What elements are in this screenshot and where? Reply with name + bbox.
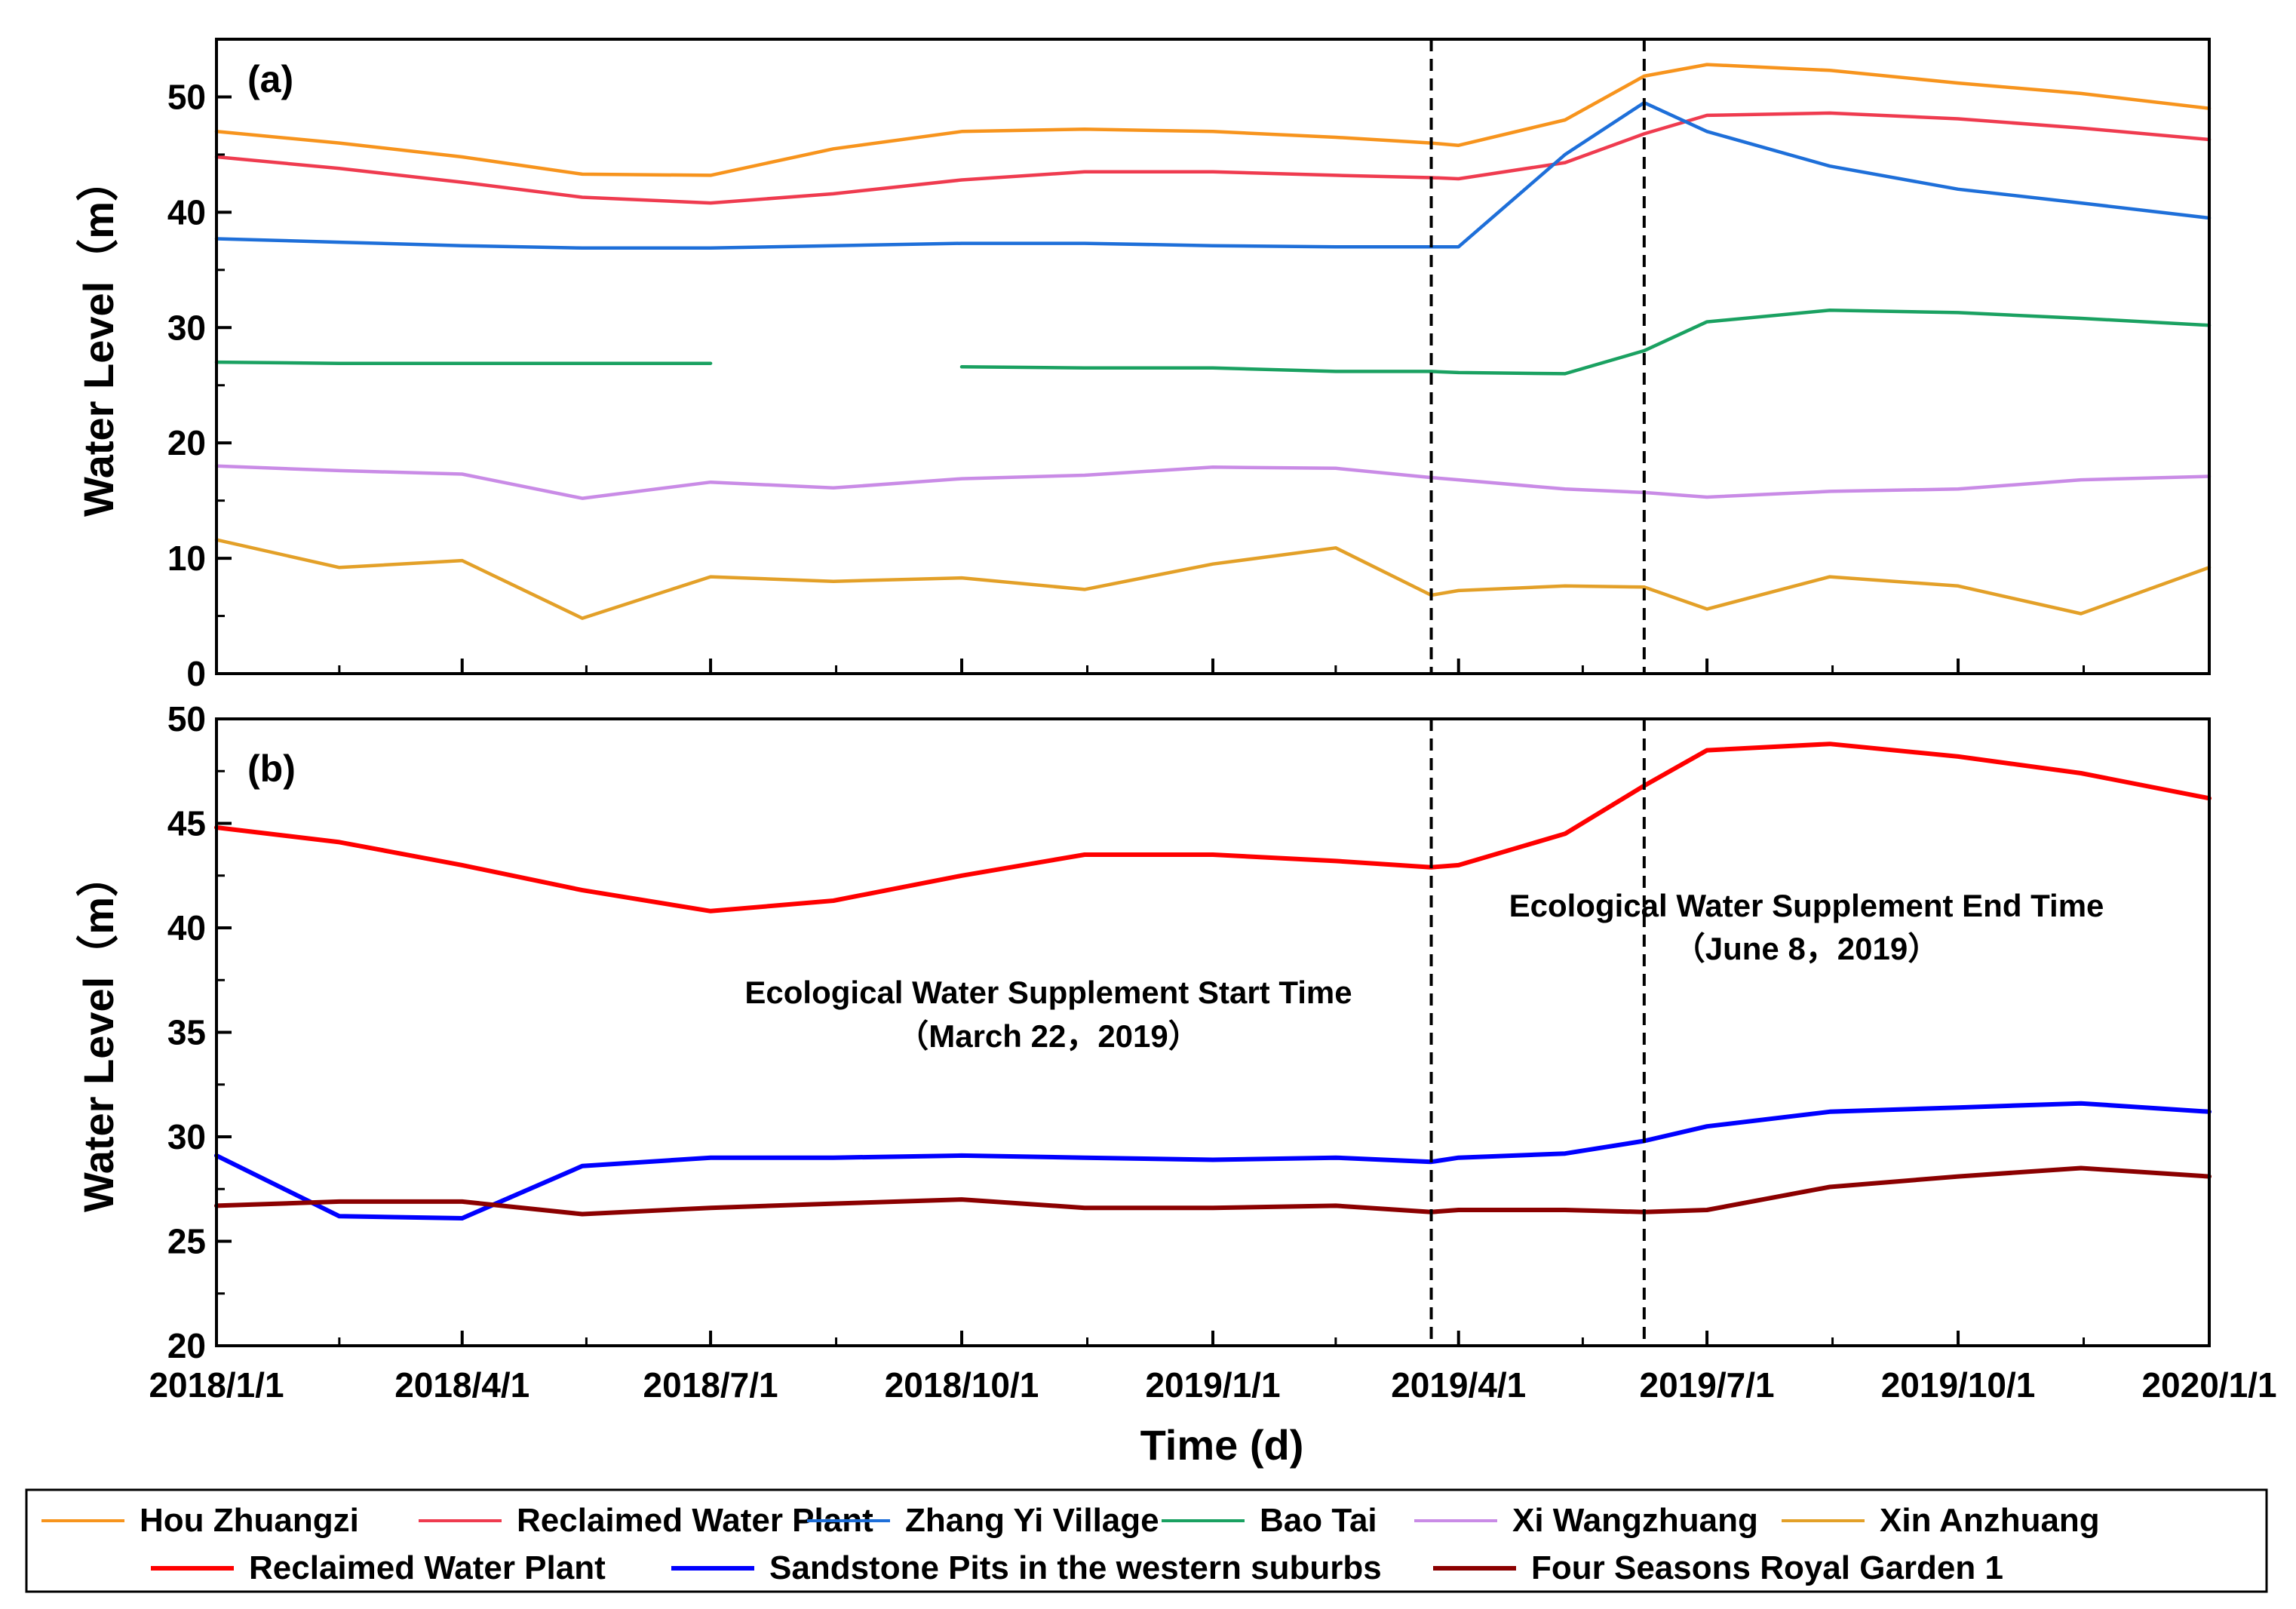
legend-label: Xi Wangzhuang [1512, 1502, 1758, 1539]
panel-a-series-group [214, 63, 2212, 620]
panel-a-y-axis-label: Water Level（m） [75, 159, 122, 517]
panel-b-series-2-line [214, 1165, 2212, 1217]
panel-a-frame [215, 38, 2211, 675]
panel-a-series-2-line [214, 100, 2212, 250]
panel-a-series-5-line [214, 538, 2212, 620]
x-tick-label: 2018/4/1 [394, 1365, 529, 1405]
panel-b-y-tick-label: 45 [167, 804, 206, 843]
annotation-start-line1: Ecological Water Supplement Start Time [744, 975, 1352, 1010]
x-tick-label: 2019/7/1 [1640, 1365, 1775, 1405]
legend-label: Xin Anzhuang [1880, 1502, 2100, 1539]
panel-a-y-tick-label: 0 [186, 654, 206, 693]
event-lines [1429, 39, 1646, 1346]
panel-b-y-tick-label: 30 [167, 1117, 206, 1156]
legend-label: Zhang Yi Village [905, 1502, 1159, 1539]
panel-a-axes: 0 10 20 30 40 50 [167, 38, 2211, 693]
panel-a-y-tick-label: 20 [167, 423, 206, 462]
panel-a-y-tick-label: 40 [167, 192, 206, 232]
x-tick-label: 2019/1/1 [1145, 1365, 1280, 1405]
panel-b-series-group [214, 742, 2212, 1221]
panel-b-series-1-line [214, 1101, 2212, 1221]
panel-b-label: (b) [247, 748, 296, 790]
panel-a-series-0-line [214, 63, 2212, 177]
legend-border [25, 1488, 2268, 1593]
legend-row-1: Hou Zhuangzi Reclaimed Water Plant Zhang Y… [41, 1502, 2100, 1539]
panel-b-frame [215, 717, 2211, 1347]
annotation-end-line2: （June 8，2019） [1674, 931, 1940, 966]
legend-label: Sandstone Pits in the western suburbs [769, 1549, 1382, 1586]
x-axis-tick-labels: 2018/1/1 2018/4/1 2018/7/1 2018/10/1 2019/1/… [149, 1365, 2276, 1405]
legend-label: Hou Zhuangzi [140, 1502, 359, 1539]
x-tick-label: 2019/10/1 [1881, 1365, 2036, 1405]
legend: Hou Zhuangzi Reclaimed Water Plant Zhang Y… [25, 1488, 2268, 1593]
panel-a-y-tick-label: 30 [167, 308, 206, 347]
panel-a-y-tick-label: 10 [167, 539, 206, 578]
legend-label: Reclaimed Water Plant [249, 1549, 606, 1586]
panel-a: (a) 0 10 20 30 40 50 Water Level（m） [75, 38, 2212, 693]
panel-b-axes: 20 25 30 35 40 45 50 [167, 699, 2211, 1365]
panel-a-series-4-line [214, 464, 2212, 500]
annotation-start-line2: （March 22，2019） [897, 1018, 1200, 1054]
panel-a-y-tick-label: 50 [167, 77, 206, 116]
panel-b-y-tick-label: 35 [167, 1013, 206, 1052]
x-axis-label: Time (d) [1140, 1421, 1304, 1469]
panel-b-y-tick-label: 20 [167, 1326, 206, 1365]
panel-b-y-axis-label: Water Level（m） [75, 855, 122, 1212]
panel-b-series-0-line [214, 742, 2212, 914]
x-tick-label: 2018/7/1 [643, 1365, 778, 1405]
panel-b-y-tick-label: 25 [167, 1222, 206, 1261]
panel-b-y-tick-label: 40 [167, 908, 206, 947]
x-tick-label: 2020/1/1 [2141, 1365, 2276, 1405]
annotation-end-line1: Ecological Water Supplement End Time [1509, 888, 2104, 923]
legend-label: Bao Tai [1260, 1502, 1377, 1539]
panel-b-y-tick-label: 50 [167, 699, 206, 738]
panel-b: (b) 20 25 30 35 40 45 50 Water Level（m） Ecolog… [75, 699, 2212, 1365]
panel-a-series-1-line [214, 111, 2212, 205]
x-tick-label: 2018/1/1 [149, 1365, 284, 1405]
panel-a-label: (a) [247, 58, 293, 100]
panel-a-series-3-line-seg1 [959, 309, 2212, 376]
legend-label: Four Seasons Royal Garden 1 [1531, 1549, 2003, 1586]
x-tick-label: 2019/4/1 [1391, 1365, 1526, 1405]
x-tick-label: 2018/10/1 [885, 1365, 1039, 1405]
panel-a-series-3-line-seg0 [214, 360, 713, 365]
legend-row-2: Reclaimed Water Plant Sandstone Pits in t… [151, 1549, 2003, 1586]
